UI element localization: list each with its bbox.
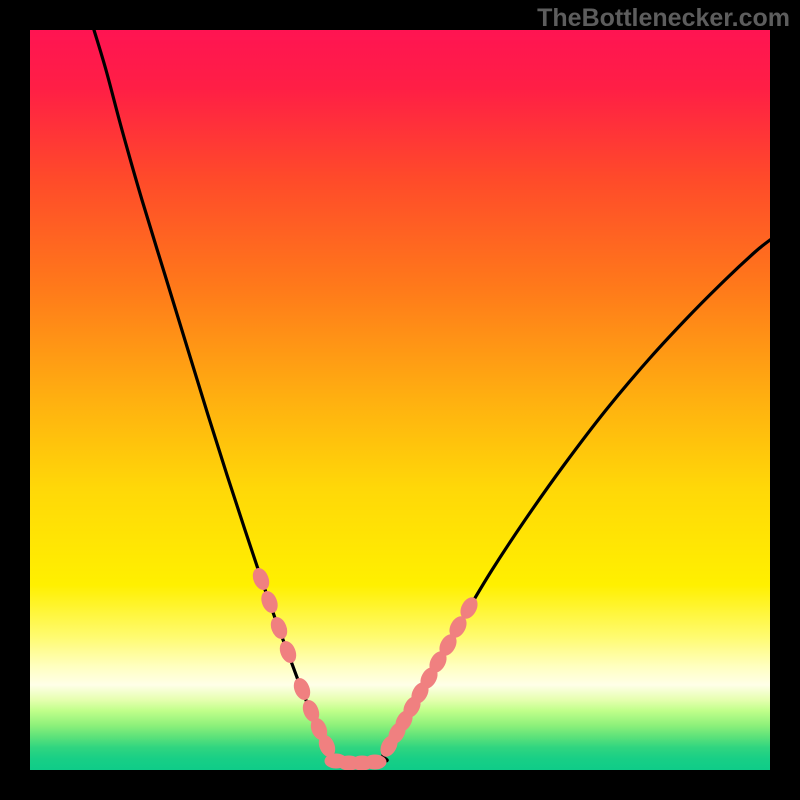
plot-background (30, 30, 770, 770)
curve-marker (364, 755, 386, 769)
watermark-text: TheBottlenecker.com (537, 4, 790, 33)
